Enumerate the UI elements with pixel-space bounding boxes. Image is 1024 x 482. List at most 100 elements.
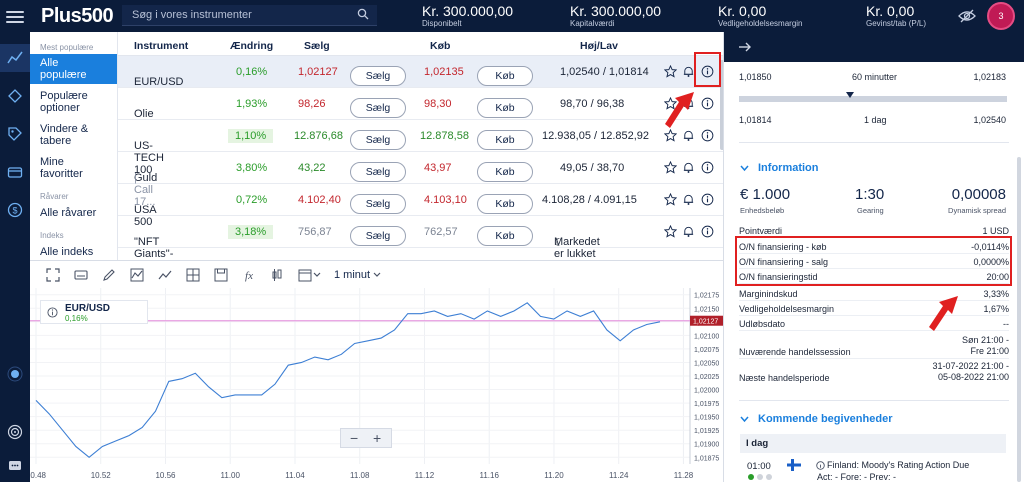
sell-button[interactable]: Sælg [350,194,406,214]
positions-icon[interactable] [7,88,23,104]
x-tick-label: 11.04 [285,471,305,480]
category-popular-options[interactable]: Populære optioner [40,90,88,114]
sell-button[interactable]: Sælg [350,98,406,118]
layout-icon[interactable] [186,268,200,282]
column-high-low[interactable]: Høj/Lav [580,40,618,52]
table-row[interactable]: Olie 1,93% 98,26 Sælg 98,30 Køb 98,70 / 96,38 [118,88,723,120]
detail-key: Marginindskud [739,289,798,299]
theme-sun-icon[interactable] [7,366,23,382]
bell-icon[interactable] [682,193,695,206]
buy-button[interactable]: Køb [477,162,533,182]
star-icon[interactable] [664,97,677,110]
bell-icon[interactable] [682,129,695,142]
category-winners-losers[interactable]: Vindere & tabere [40,123,89,147]
star-icon[interactable] [664,161,677,174]
table-row[interactable]: "NFT Giants"-i... 3,18% 756,87 Sælg 762,57 Kø… [118,216,723,260]
info-icon[interactable] [816,461,825,470]
table-scrollbar[interactable] [720,60,723,150]
table-row[interactable]: US-TECH 100 1,10% 12.876,68 Sælg 12.878,58 Kø… [118,120,723,176]
candle-type-icon[interactable] [270,268,284,282]
buy-button[interactable]: Køb [477,130,533,150]
sell-button[interactable]: Sælg [350,130,406,150]
range-day-low: 1,01814 [739,115,772,125]
info-icon[interactable] [47,307,58,318]
arrow-right-icon[interactable] [738,41,752,53]
table-row[interactable]: Guld | Call 17... 3,80% 43,22 Sælg 43,97 Køb 4… [118,152,723,208]
chevron-down-icon[interactable] [740,416,749,423]
buy-button[interactable]: Køb [477,226,533,246]
star-icon[interactable] [664,65,677,78]
info-icon[interactable] [701,161,714,174]
info-icon[interactable] [701,97,714,110]
buy-button[interactable]: Køb [477,98,533,118]
table-row[interactable]: USA 500 0,72% 4.102,40 Sælg 4.103,10 Køb 4.108… [118,184,723,228]
chevron-down-icon[interactable] [373,268,381,282]
chart-interval[interactable]: 1 minut [334,269,371,281]
x-tick-label: 11.28 [674,471,694,480]
menu-icon[interactable] [6,8,24,24]
category-all-commodities[interactable]: Alle råvarer [40,207,97,219]
info-icon[interactable] [701,193,714,206]
info-icon[interactable] [701,225,714,238]
category-all-indices[interactable]: Alle indeks [40,246,94,258]
chevron-down-icon[interactable] [740,165,749,172]
bell-icon[interactable] [682,225,695,238]
hide-balance-icon[interactable] [958,8,976,24]
category-favorites[interactable]: Mine favoritter [40,156,83,180]
column-change[interactable]: Ændring [230,40,274,52]
orders-tag-icon[interactable] [7,126,23,142]
chevron-down-icon[interactable] [313,268,321,282]
events-title[interactable]: Kommende begivenheder [758,413,893,425]
spread-value: 0,00008 [951,186,1006,203]
range-60m-high: 1,02183 [973,72,1006,82]
sell-button[interactable]: Sælg [350,162,406,182]
y-tick-label: 1,02050 [694,360,719,367]
category-all-popular[interactable]: Alle populære [30,54,117,84]
search-icon[interactable] [357,8,369,20]
bell-icon[interactable] [682,65,695,78]
instrument-name-text: EUR/USD [134,76,184,88]
search-input[interactable]: Søg i vores instrumenter [122,5,377,26]
sell-button[interactable]: Sælg [350,66,406,86]
star-icon[interactable] [664,129,677,142]
draw-pencil-icon[interactable] [102,268,116,282]
category-heading: Mest populære [40,43,94,52]
notifications-badge[interactable]: 3 [987,2,1015,30]
calendar-icon[interactable] [298,268,312,282]
trade-chart-icon[interactable] [7,50,23,66]
event-title[interactable]: Finland: Moody's Rating Action Due [827,460,970,470]
chat-icon[interactable] [7,458,23,474]
funds-icon[interactable]: $ [7,202,23,218]
market-closed-text: Markedet er lukket [554,236,600,260]
buy-button[interactable]: Køb [477,194,533,214]
info-icon[interactable] [701,129,714,142]
event-time: 01:00 [747,461,771,472]
help-target-icon[interactable] [7,424,23,440]
column-sell[interactable]: Sælg [304,40,330,52]
annotation-arrow-icon [929,296,958,331]
leverage-label: Gearing [857,206,884,215]
buy-button[interactable]: Køb [477,66,533,86]
star-icon[interactable] [664,193,677,206]
information-title[interactable]: Information [758,162,819,174]
column-instrument[interactable]: Instrument [134,40,189,52]
panel-scrollbar[interactable] [1017,157,1021,482]
bell-icon[interactable] [682,161,695,174]
wallet-icon[interactable] [7,164,23,180]
fullscreen-icon[interactable] [46,268,60,282]
trend-line-icon[interactable] [158,268,172,282]
save-icon[interactable] [214,268,228,282]
function-fx-icon[interactable]: fx [242,268,256,282]
sell-button[interactable]: Sælg [350,226,406,246]
info-icon[interactable] [701,65,714,78]
column-buy[interactable]: Køb [430,40,451,52]
star-icon[interactable] [664,225,677,238]
zoom-in-button[interactable]: + [373,430,382,446]
chart-canvas[interactable]: 10.48 10.52 10.56 11.00 11.04 11.08 11.12 11.16… [26,288,723,482]
keyboard-icon[interactable] [74,268,88,282]
indicator-wave-icon[interactable] [130,268,144,282]
sell-price: 43,22 [298,162,326,174]
price-chart[interactable]: 10.48 10.52 10.56 11.00 11.04 11.08 11.12 11.16… [26,288,723,482]
zoom-out-button[interactable]: − [350,430,359,446]
table-row[interactable]: EUR/USD 0,16% 1,02127 Sælg 1,02135 Køb 1,02540… [118,56,723,88]
